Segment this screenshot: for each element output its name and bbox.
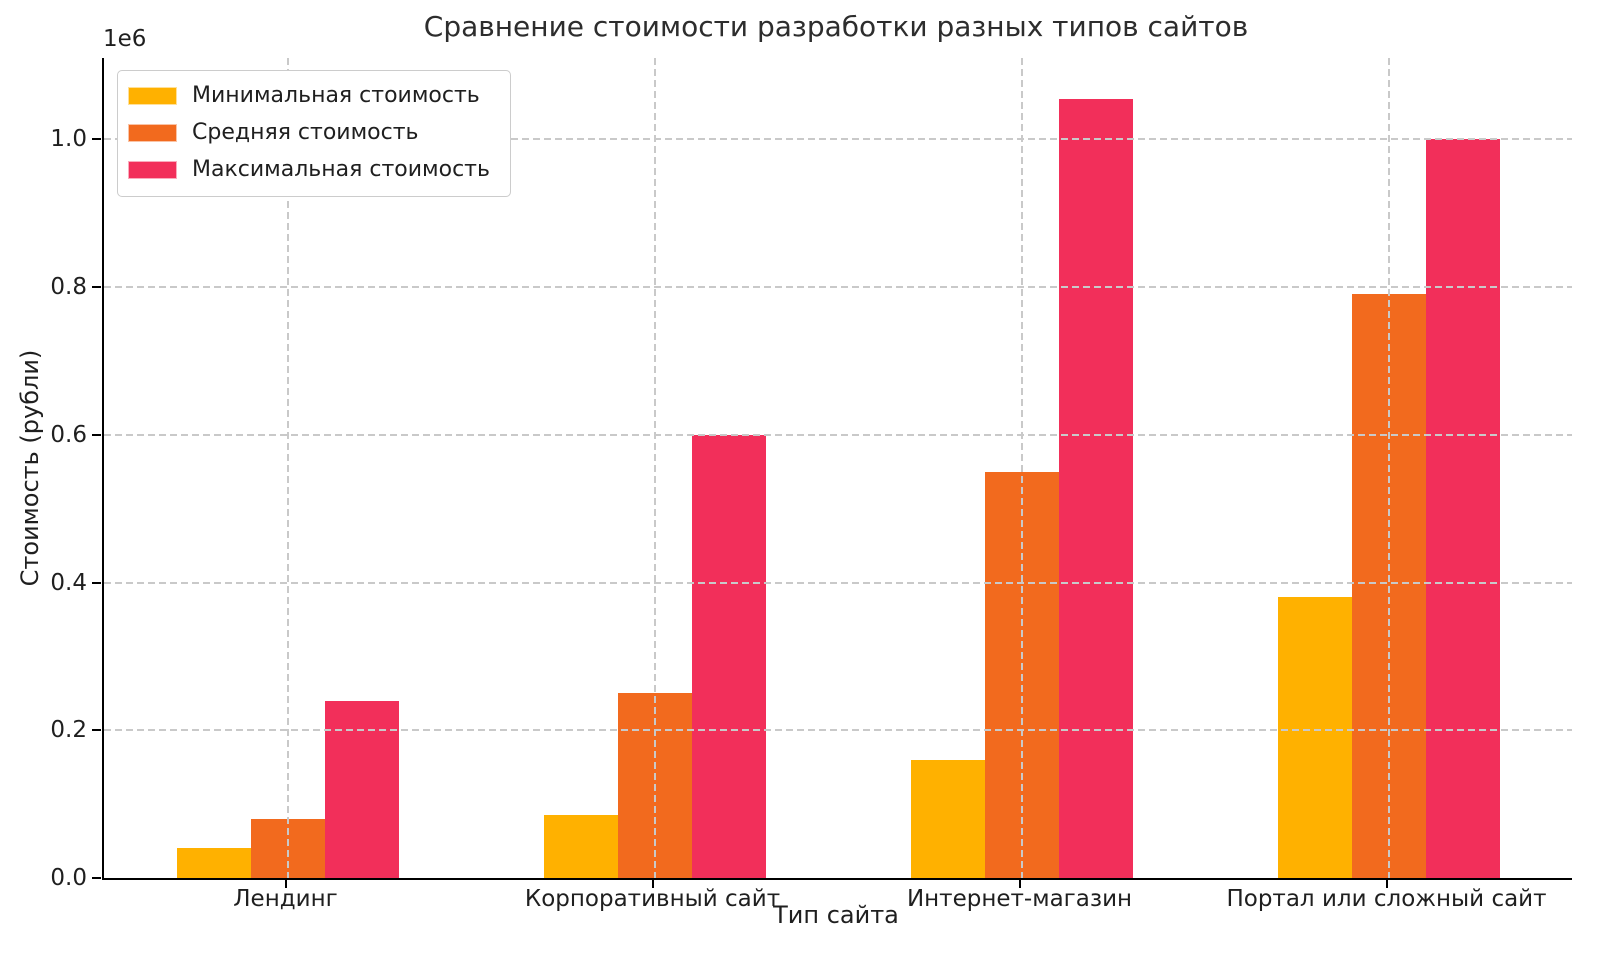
- x-axis-title: Тип сайта: [773, 901, 899, 929]
- y-tick-mark: [92, 877, 101, 879]
- y-gridline: [104, 138, 1572, 141]
- x-tick-mark: [651, 880, 654, 888]
- bar: [1058, 98, 1133, 878]
- x-tick-label: Корпоративный сайт: [524, 886, 781, 912]
- x-tick-label: Интернет-магазин: [906, 886, 1133, 912]
- chart-title: Сравнение стоимости разработки разных ти…: [423, 10, 1249, 43]
- y-tick-mark: [92, 433, 101, 436]
- y-axis-title: Стоимость (рубли): [16, 349, 44, 587]
- plot-area: [102, 58, 1572, 880]
- y-tick-label: 0.2: [50, 717, 87, 744]
- bar: [910, 759, 985, 878]
- x-tick-mark: [284, 880, 287, 888]
- bar: [1425, 139, 1500, 878]
- bar: [691, 434, 766, 878]
- x-tick-label: Лендинг: [233, 886, 338, 912]
- legend-item: Средняя стоимость: [128, 120, 490, 146]
- legend-label: Максимальная стоимость: [192, 157, 490, 183]
- y-gridline: [104, 433, 1572, 436]
- x-gridline: [286, 58, 289, 878]
- y-tick-label: 1.0: [50, 126, 87, 153]
- y-tick-label: 0.8: [50, 274, 87, 300]
- y-tick-mark: [92, 286, 101, 288]
- y-gridline: [104, 581, 1572, 584]
- x-gridline: [1387, 58, 1390, 878]
- y-tick-label: 0.6: [50, 421, 87, 448]
- bar: [543, 815, 618, 878]
- legend-swatch: [128, 161, 177, 180]
- y-gridline: [104, 729, 1572, 732]
- y-tick-mark: [92, 138, 101, 141]
- legend-label: Минимальная стоимость: [192, 83, 480, 108]
- x-tick-label: Портал или сложный сайт: [1226, 886, 1547, 912]
- bar: [324, 700, 399, 878]
- legend-item: Максимальная стоимость: [128, 158, 490, 182]
- y-axis-offset-label: 1e6: [103, 26, 147, 52]
- bar: [176, 848, 251, 878]
- x-tick-mark: [1385, 880, 1388, 888]
- x-gridline: [1020, 58, 1023, 878]
- y-tick-mark: [92, 581, 101, 584]
- legend-swatch: [128, 124, 177, 143]
- legend-swatch: [128, 87, 177, 106]
- y-tick-label: 0.4: [50, 569, 87, 596]
- legend-label: Средняя стоимость: [192, 120, 419, 146]
- y-gridline: [104, 286, 1572, 288]
- x-gridline: [653, 58, 656, 878]
- bar: [1277, 597, 1352, 878]
- y-tick-label: 0.0: [50, 865, 87, 891]
- y-tick-mark: [92, 729, 101, 732]
- legend-item: Минимальная стоимость: [128, 83, 490, 108]
- legend: Минимальная стоимость Средняя стоимость …: [117, 70, 511, 197]
- x-tick-mark: [1018, 880, 1021, 888]
